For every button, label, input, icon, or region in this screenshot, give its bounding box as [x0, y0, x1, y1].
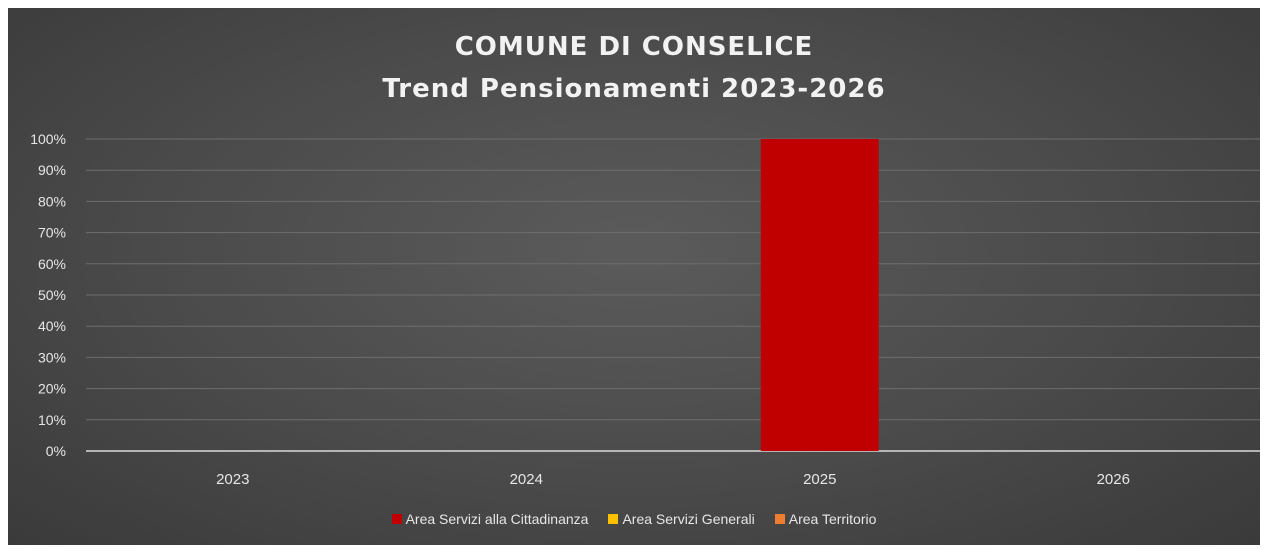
y-tick-label: 80%: [38, 193, 66, 209]
chart-container: COMUNE DI CONSELICE Trend Pensionamenti …: [8, 8, 1260, 545]
y-tick-label: 90%: [38, 162, 66, 178]
y-tick-label: 100%: [30, 131, 66, 147]
chart-subtitle: Trend Pensionamenti 2023-2026: [382, 74, 886, 104]
legend-item: Area Servizi Generali: [608, 511, 755, 527]
y-tick-label: 30%: [38, 349, 66, 365]
y-tick-label: 10%: [38, 412, 66, 428]
y-tick-label: 20%: [38, 381, 66, 397]
legend-label: Area Servizi Generali: [622, 511, 755, 527]
x-tick-label: 2024: [510, 471, 543, 488]
legend-swatch: [608, 514, 619, 524]
x-tick-label: 2023: [216, 471, 249, 488]
y-tick-label: 60%: [38, 256, 66, 272]
legend-item: Area Territorio: [774, 511, 877, 527]
bar: [760, 139, 879, 451]
y-tick-label: 40%: [38, 318, 66, 334]
legend-swatch: [774, 514, 785, 524]
chart-title: COMUNE DI CONSELICE: [454, 32, 814, 62]
legend-label: Area Servizi alla Cittadinanza: [405, 511, 589, 527]
legend-swatch: [391, 514, 402, 524]
chart-legend: Area Servizi alla Cittadinanza Area Servi…: [8, 511, 1260, 527]
bar-chart-plot: 0% 10% 20% 30% 40% 50% 60% 70% 80% 90% 100% 2023 202…: [30, 131, 1260, 488]
legend-label: Area Territorio: [788, 511, 877, 527]
y-tick-label: 70%: [38, 225, 66, 241]
y-tick-label: 0%: [46, 443, 66, 459]
legend-item: Area Servizi alla Cittadinanza: [391, 511, 589, 527]
y-tick-label: 50%: [38, 287, 66, 303]
x-tick-label: 2025: [803, 471, 836, 488]
x-tick-label: 2026: [1097, 471, 1130, 488]
